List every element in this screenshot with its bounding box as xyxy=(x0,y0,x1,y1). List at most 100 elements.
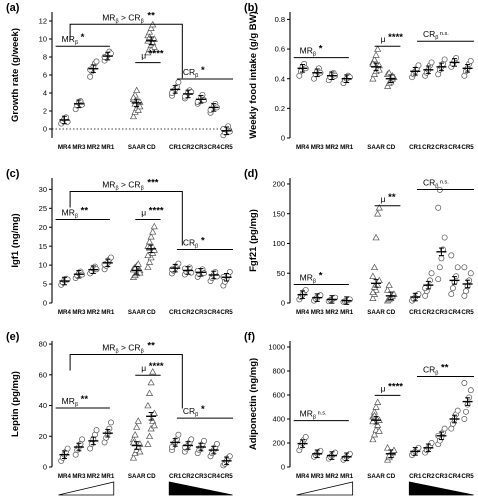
data-point xyxy=(201,97,208,104)
data-point xyxy=(93,58,100,65)
data-point xyxy=(375,427,383,434)
data-point xyxy=(213,441,220,447)
significance-label: CRβ * xyxy=(183,404,205,418)
y-tick-label: 5 xyxy=(43,280,47,289)
data-point xyxy=(374,421,382,428)
data-point xyxy=(302,286,309,293)
data-point xyxy=(136,447,144,455)
x-tick-label: CR5 xyxy=(220,309,233,316)
x-tick-label: SAAR xyxy=(128,144,146,151)
data-point xyxy=(175,260,182,267)
x-tick-label: MR2 xyxy=(87,473,101,480)
data-point xyxy=(201,437,208,444)
data-point xyxy=(144,401,152,409)
data-point xyxy=(129,454,138,461)
x-tick-label: CD xyxy=(386,144,395,151)
data-point xyxy=(428,270,435,277)
x-tick-label: MR4 xyxy=(58,309,72,316)
y-tick-label: 200 xyxy=(272,180,285,189)
data-point xyxy=(87,73,94,80)
significance-label: μ **** xyxy=(381,381,404,393)
y-tick-label: 200 xyxy=(272,439,285,448)
x-tick-label: CR1 xyxy=(169,473,182,480)
data-point xyxy=(369,294,377,301)
data-point xyxy=(369,272,377,279)
data-point xyxy=(422,285,429,292)
data-point xyxy=(428,440,435,446)
x-tick-label: CD xyxy=(147,473,156,480)
data-point xyxy=(415,291,422,298)
data-point xyxy=(415,62,422,69)
panel-e: (e) 0 20 40 60 80 Leptin (pg/mg) MR4 MR3 MR2 MR1 SA… xyxy=(6,331,233,480)
data-point xyxy=(369,417,377,425)
data-point xyxy=(144,251,152,259)
data-point xyxy=(207,107,214,114)
significance-label: MRβ ** xyxy=(62,394,89,408)
x-tick-label: CD xyxy=(386,309,395,316)
panel-f: (f) 0 200 400 600 800 1000 Adiponectin (ng/mg) M… xyxy=(244,331,474,480)
data-point xyxy=(372,233,380,241)
data-point xyxy=(369,435,377,443)
data-point xyxy=(461,264,468,271)
data-point xyxy=(87,66,94,73)
x-tick-label: MR3 xyxy=(72,473,86,480)
data-point xyxy=(226,128,233,135)
y-tick-label: 100 xyxy=(272,239,285,248)
data-point xyxy=(448,252,455,259)
x-tick-label: MR3 xyxy=(72,144,86,151)
data-point xyxy=(467,57,474,64)
significance-label: MRβ * xyxy=(300,44,323,58)
data-point xyxy=(454,407,461,414)
data-point xyxy=(131,431,139,438)
x-tick-label: CR4 xyxy=(208,309,221,316)
x-tick-label: MR4 xyxy=(296,144,310,151)
y-tick-label: 0.8 xyxy=(275,15,285,24)
data-point xyxy=(372,403,380,410)
y-tick-label: 10 xyxy=(39,261,47,270)
x-tick-label: CR4 xyxy=(208,144,221,151)
data-point xyxy=(374,209,382,217)
data-point xyxy=(64,445,71,452)
y-tick-label: 20 xyxy=(39,432,47,441)
data-point xyxy=(369,288,377,296)
y-tick-label: 40 xyxy=(39,401,47,410)
data-point xyxy=(428,59,435,66)
comparison-label: MRβ > CRβ ** xyxy=(102,10,155,24)
y-tick-label: 6 xyxy=(43,71,47,80)
y-tick-label: 0 xyxy=(281,463,285,472)
data-point xyxy=(374,398,382,405)
data-point xyxy=(374,45,382,52)
x-tick-label: MR4 xyxy=(58,144,72,151)
significance-label: CRβ n.s. xyxy=(423,29,449,41)
x-tick-label: MR1 xyxy=(340,144,354,151)
data-point xyxy=(317,447,324,454)
data-point xyxy=(149,228,157,235)
data-point xyxy=(147,232,155,240)
y-tick-label: 0 xyxy=(281,299,285,308)
y-tick-label: 80 xyxy=(39,340,47,349)
x-tick-label: MR3 xyxy=(311,473,325,480)
y-tick-label: 0 xyxy=(43,463,47,472)
data-point xyxy=(448,291,455,298)
panel-c: (c) 0 5 10 15 20 25 30 Igf1 (ng/mg) MR4 MR3 MR2 MR1 S… xyxy=(6,168,233,316)
x-tick-label: CR5 xyxy=(461,309,474,316)
data-point xyxy=(201,270,208,277)
x-tick-label: MR4 xyxy=(296,473,310,480)
x-tick-label: SAAR xyxy=(128,309,146,316)
significance-label: CRβ * xyxy=(183,65,205,79)
panel-b: (b) 0 0.2 0.4 0.6 0.8 Weekly food intake (g/g … xyxy=(244,2,474,151)
y-tick-label: 0.2 xyxy=(275,104,285,113)
data-point xyxy=(145,432,154,440)
comparison-label: MRβ > CRβ ** xyxy=(102,341,155,355)
x-tick-label: SAAR xyxy=(367,309,385,316)
x-tick-label: MR2 xyxy=(325,309,339,316)
y-tick-label: 15 xyxy=(39,242,47,251)
data-point xyxy=(150,421,158,429)
data-point xyxy=(370,430,379,438)
x-tick-label: CR3 xyxy=(435,309,448,316)
data-point xyxy=(369,74,377,82)
y-axis-label: Weekly food intake (g/g BW) xyxy=(248,11,259,139)
y-tick-label: 2 xyxy=(43,107,47,116)
x-tick-label: CR4 xyxy=(448,144,461,151)
